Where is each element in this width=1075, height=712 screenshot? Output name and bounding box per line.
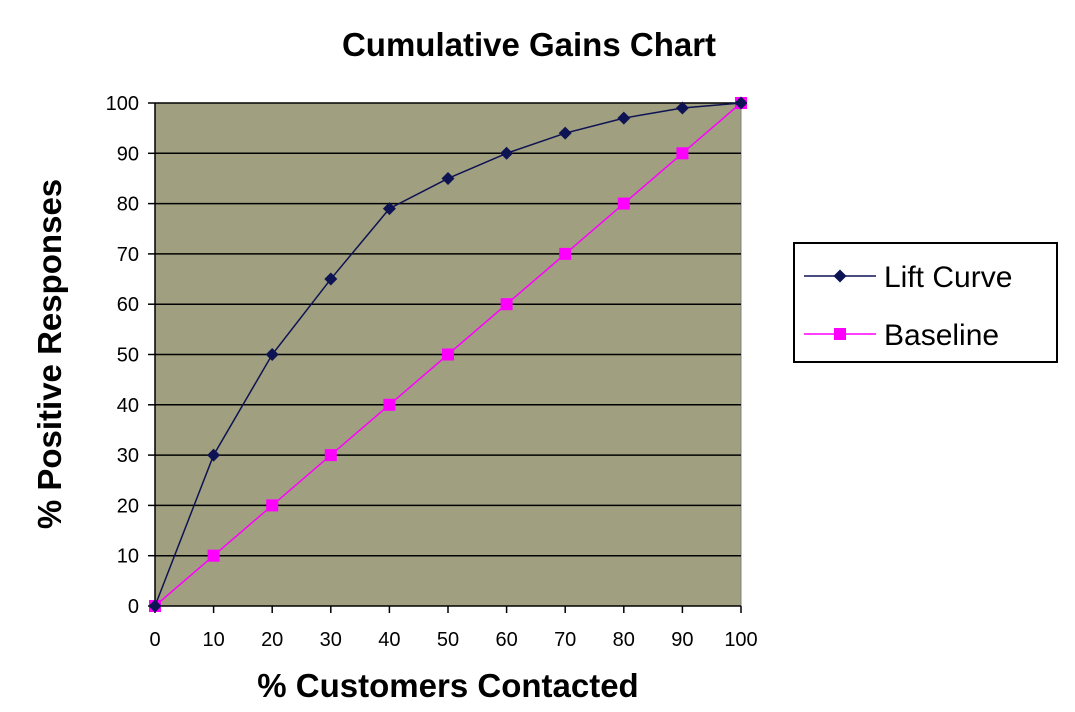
legend-box: [793, 242, 1058, 363]
y-tick-label-20: 20: [117, 495, 139, 517]
lift-curve-point-10: [207, 448, 221, 462]
x-tick-label-10: 10: [202, 629, 224, 651]
x-tick-label-70: 70: [554, 629, 576, 651]
y-axis-ticks: 0 10 20 30 40 50 60 70 80 90 100: [106, 93, 155, 618]
y-tick-label-90: 90: [117, 143, 139, 165]
y-tick-label-60: 60: [117, 294, 139, 316]
y-tick-label-100: 100: [106, 93, 139, 115]
y-tick-label-80: 80: [117, 194, 139, 216]
legend-label-lift-curve: Lift Curve: [884, 261, 1012, 294]
legend-item-baseline: Baseline: [804, 319, 999, 352]
legend-marker-lift-curve: [833, 269, 847, 283]
x-tick-label-20: 20: [261, 629, 283, 651]
baseline-point-70: [559, 247, 572, 260]
x-tick-label-40: 40: [378, 629, 400, 651]
y-tick-label-30: 30: [117, 445, 139, 467]
y-tick-label-0: 0: [128, 596, 139, 618]
lift-curve-point-50: [441, 171, 455, 185]
x-tick-label-80: 80: [613, 629, 635, 651]
chart-title: Cumulative Gains Chart: [342, 26, 716, 63]
lift-curve-point-80: [617, 111, 631, 125]
legend-label-baseline: Baseline: [884, 319, 999, 352]
baseline-point-80: [617, 197, 630, 210]
legend-marker-baseline: [834, 328, 846, 340]
x-axis-label: % Customers Contacted: [257, 667, 638, 704]
baseline-point-40: [383, 398, 396, 411]
y-tick-label-40: 40: [117, 395, 139, 417]
x-tick-label-30: 30: [320, 629, 342, 651]
lift-curve-point-40: [382, 202, 396, 216]
baseline-point-50: [442, 348, 454, 361]
baseline-point-30: [324, 449, 337, 462]
y-tick-label-70: 70: [117, 244, 139, 266]
lift-curve-point-20: [265, 348, 279, 361]
lift-curve-point-0: [148, 599, 162, 613]
lift-curve-point-60: [500, 146, 514, 160]
x-tick-label-100: 100: [724, 629, 757, 651]
gridlines: [155, 102, 741, 557]
y-tick-label-10: 10: [117, 546, 139, 568]
lift-curve-point-90: [675, 101, 689, 115]
x-axis-ticks: 0 10 20 30 40 50 60 70 80 90 100: [149, 606, 758, 651]
series-lift-curve: [148, 96, 748, 613]
x-tick-label-0: 0: [149, 629, 160, 651]
y-tick-label-50: 50: [117, 345, 139, 367]
series-layer: [148, 96, 748, 613]
baseline-point-20: [266, 499, 279, 512]
x-tick-label-90: 90: [671, 629, 693, 651]
x-tick-label-60: 60: [495, 629, 517, 651]
x-tick-label-50: 50: [437, 629, 459, 651]
baseline-point-60: [500, 298, 513, 311]
legend-item-lift-curve: Lift Curve: [804, 261, 1012, 294]
lift-curve-point-30: [324, 272, 338, 286]
baseline-point-90: [676, 147, 689, 160]
y-axis-label: % Positive Responses: [31, 179, 68, 529]
lift-curve-point-100: [734, 96, 748, 110]
baseline-point-10: [207, 549, 220, 562]
legend: Lift Curve Baseline: [793, 242, 1058, 363]
lift-curve-point-70: [558, 126, 572, 140]
